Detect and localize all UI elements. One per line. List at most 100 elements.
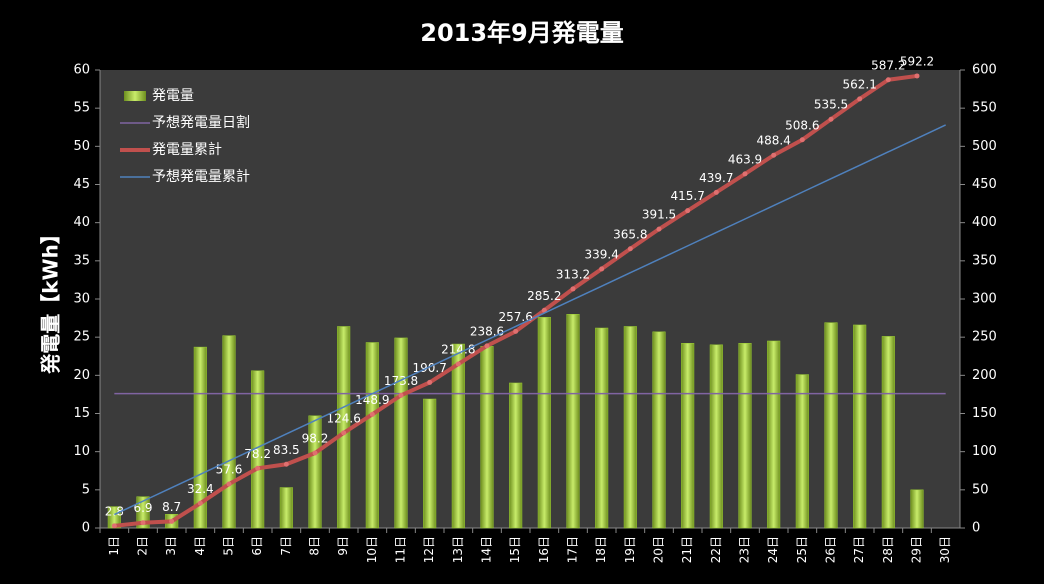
marker [656,226,662,232]
y2-tick-label: 600 [972,63,997,78]
y-axis-label: 発電量【kWh】 [39,224,63,375]
data-label: 32.4 [187,482,214,496]
marker [226,481,232,487]
marker [828,116,834,122]
x-tick-label: 4日 [193,536,207,556]
data-label: 313.2 [556,267,590,281]
data-label: 592.2 [900,54,934,68]
bar [136,496,150,529]
x-tick-label: 13日 [451,536,465,563]
data-label: 6.9 [133,501,152,515]
bar [595,327,609,529]
bar [652,331,666,529]
x-tick-label: 12日 [422,536,436,563]
y2-tick-label: 300 [972,292,997,307]
marker [169,518,175,524]
y-tick-label: 60 [73,63,90,78]
x-tick-label: 22日 [709,536,723,563]
bar [337,326,351,529]
y-tick-label: 20 [73,368,90,383]
y2-tick-label: 100 [972,444,997,459]
data-label: 98.2 [302,432,329,446]
bar [279,487,293,529]
x-tick-label: 5日 [222,536,236,556]
legend-swatch [124,91,146,101]
data-label: 238.6 [470,324,504,338]
marker [570,286,576,292]
data-label: 508.6 [785,118,819,132]
data-label: 535.5 [814,98,848,112]
y-tick-label: 35 [73,253,90,268]
y2-tick-label: 150 [972,406,997,421]
y2-tick-label: 350 [972,253,997,268]
bar [509,382,523,529]
bar [681,343,695,529]
x-tick-label: 26日 [824,536,838,563]
data-label: 285.2 [527,289,561,303]
marker [713,189,719,195]
data-label: 587.2 [871,58,905,72]
data-label: 391.5 [642,208,676,222]
x-tick-label: 23日 [738,536,752,563]
x-tick-label: 8日 [308,536,322,556]
x-tick-label: 7日 [279,536,293,556]
data-label: 2.8 [105,504,124,518]
x-tick-label: 1日 [107,536,121,556]
x-tick-label: 15日 [508,536,522,563]
marker [627,246,633,252]
bar [623,326,637,529]
bar [537,317,551,529]
marker [742,171,748,177]
marker [312,450,318,456]
bar [795,374,809,529]
x-tick-label: 19日 [623,536,637,563]
y2-tick-label: 400 [972,215,997,230]
marker [541,307,547,313]
marker [111,523,117,529]
bar [394,337,408,529]
y-tick-label: 45 [73,177,90,192]
data-label: 57.6 [216,463,243,477]
bar [566,314,580,529]
bar [222,335,236,529]
bar [853,324,867,529]
legend-label: 発電量 [152,88,194,104]
bar [767,340,781,529]
x-tick-label: 18日 [594,536,608,563]
bar [881,336,895,529]
data-label: 78.2 [244,447,271,461]
y-tick-label: 55 [73,101,90,116]
marker [255,465,261,471]
marker [455,361,461,367]
x-tick-label: 9日 [336,536,350,556]
legend-label: 発電量累計 [152,142,222,158]
y2-tick-label: 250 [972,330,997,345]
x-tick-label: 27日 [852,536,866,563]
bar [738,343,752,529]
y-tick-label: 50 [73,139,90,154]
data-label: 339.4 [584,247,618,261]
line [114,124,946,516]
data-label: 488.4 [756,134,790,148]
x-tick-label: 17日 [566,536,580,563]
data-label: 562.1 [842,77,876,91]
data-label: 365.8 [613,227,647,241]
marker [771,152,777,158]
data-label: 415.7 [670,189,704,203]
x-tick-label: 20日 [652,536,666,563]
y-tick-label: 5 [82,482,90,497]
x-tick-label: 29日 [910,536,924,563]
data-label: 8.7 [162,500,181,514]
data-label: 83.5 [273,443,300,457]
x-tick-label: 2日 [136,536,150,556]
marker [283,461,289,467]
y-tick-label: 0 [82,521,90,536]
y-tick-label: 15 [73,406,90,421]
marker [427,379,433,385]
marker [914,73,920,79]
y-tick-label: 40 [73,215,90,230]
data-label: 214.8 [441,343,475,357]
marker [341,430,347,436]
bar [308,415,322,529]
